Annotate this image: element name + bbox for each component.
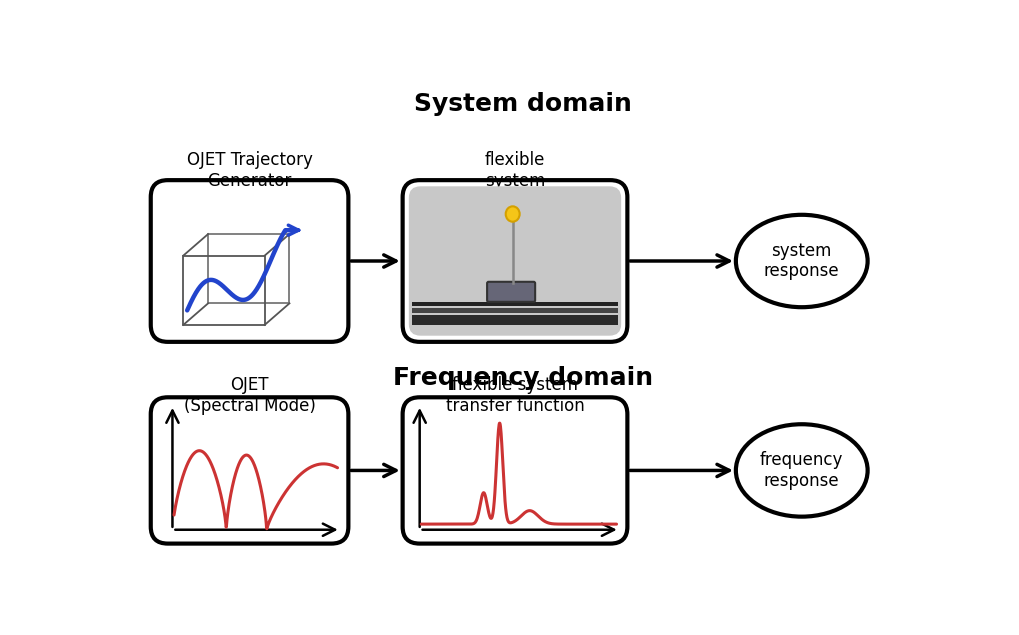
- FancyBboxPatch shape: [409, 186, 621, 336]
- Text: frequency
response: frequency response: [759, 451, 843, 490]
- Bar: [412, 315, 618, 325]
- Text: OJET
(Spectral Mode): OJET (Spectral Mode): [183, 376, 315, 415]
- FancyBboxPatch shape: [403, 398, 627, 544]
- Ellipse shape: [505, 206, 519, 222]
- Text: Frequency domain: Frequency domain: [392, 366, 652, 391]
- FancyBboxPatch shape: [403, 180, 627, 342]
- Text: OJET Trajectory
Generator: OJET Trajectory Generator: [186, 151, 312, 190]
- Text: flexible
system: flexible system: [484, 151, 544, 190]
- Text: system
response: system response: [763, 241, 839, 281]
- Text: System domain: System domain: [414, 91, 631, 116]
- Bar: [412, 302, 618, 307]
- Bar: [412, 308, 618, 313]
- Text: flexible system
transfer function: flexible system transfer function: [445, 376, 584, 415]
- FancyBboxPatch shape: [151, 180, 348, 342]
- Ellipse shape: [735, 424, 867, 517]
- FancyBboxPatch shape: [487, 282, 535, 302]
- FancyBboxPatch shape: [151, 398, 348, 544]
- Ellipse shape: [735, 215, 867, 307]
